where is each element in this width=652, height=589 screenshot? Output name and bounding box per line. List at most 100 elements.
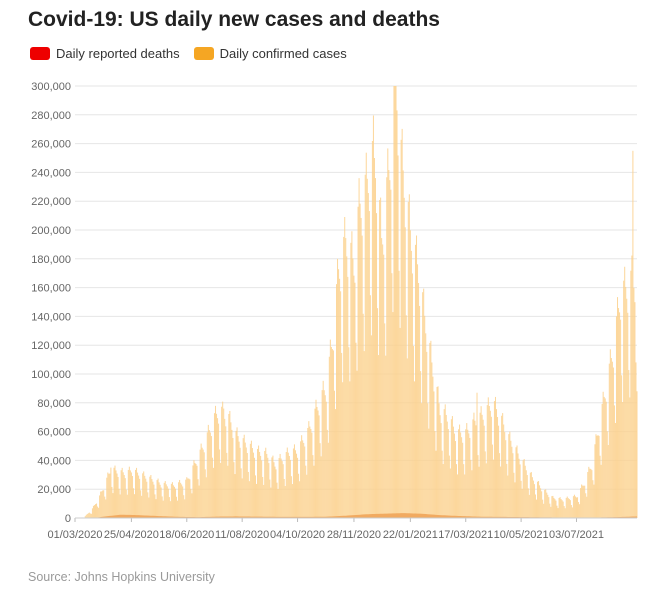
cases-bar (159, 484, 161, 518)
cases-bar (379, 200, 381, 518)
cases-bar (420, 371, 422, 518)
cases-bar (357, 206, 359, 518)
cases-bar (302, 440, 304, 518)
cases-bar (221, 406, 223, 518)
cases-bar (372, 115, 374, 518)
legend-item-cases[interactable]: Daily confirmed cases (193, 46, 347, 61)
cases-bar (163, 482, 165, 518)
cases-bar (446, 421, 448, 518)
cases-bar (148, 497, 150, 518)
chart-title: Covid-19: US daily new cases and deaths (28, 8, 440, 31)
cases-bar (521, 488, 523, 518)
cases-bar (467, 429, 469, 518)
legend-item-deaths[interactable]: Daily reported deaths (30, 46, 180, 61)
cases-bar (324, 395, 326, 518)
cases-bar (243, 434, 245, 518)
cases-bar (604, 398, 606, 518)
cases-bar (206, 432, 208, 518)
cases-bar (423, 288, 425, 518)
cases-bar (478, 466, 480, 518)
cases-bar (365, 152, 367, 518)
cases-bar (606, 431, 608, 518)
cases-bar (402, 170, 404, 519)
cases-bar (207, 424, 209, 518)
cases-bar (448, 455, 450, 518)
cases-bar (602, 391, 604, 518)
cases-bar (385, 355, 387, 518)
cases-bar (587, 472, 589, 518)
cases-bar (353, 275, 355, 518)
cases-bar (270, 487, 272, 518)
cases-bar (375, 213, 378, 519)
cases-bar (404, 227, 406, 519)
cases-bar (325, 401, 327, 518)
cases-bar (537, 481, 539, 518)
cases-bar (618, 308, 620, 518)
cases-bar (480, 406, 482, 518)
cases-bar (594, 444, 596, 518)
cases-bar (112, 493, 114, 518)
cases-bar (198, 485, 200, 518)
cases-bar (623, 280, 625, 518)
cases-bar (93, 505, 95, 518)
cases-bar (201, 447, 203, 518)
cases-bar (511, 446, 513, 518)
cases-bar (398, 270, 400, 518)
cases-bar (546, 492, 548, 518)
cases-bar (410, 250, 412, 518)
cases-bar (394, 86, 396, 518)
cases-bar (192, 465, 194, 518)
cases-bar (171, 482, 173, 518)
cases-bar (146, 481, 148, 518)
cases-bar (383, 254, 385, 518)
cases-bar (415, 235, 418, 518)
cases-bar (397, 155, 399, 519)
cases-bar (407, 201, 409, 518)
cases-bar (323, 390, 325, 518)
y-tick-label: 0 (65, 513, 71, 525)
cases-bar (586, 496, 588, 518)
cases-bar (472, 419, 474, 518)
cases-bar (549, 503, 551, 518)
cases-bar (632, 150, 634, 519)
cases-bar (102, 490, 104, 518)
cases-bar (205, 477, 207, 518)
cases-bar (628, 370, 630, 518)
cases-bar (626, 298, 628, 518)
cases-bar (612, 367, 614, 518)
cases-bar (507, 475, 509, 518)
cases-bar (283, 478, 285, 518)
cases-bar (97, 506, 99, 518)
cases-bar (180, 482, 182, 518)
cases-bar (360, 217, 362, 519)
cases-bar (113, 467, 115, 518)
cases-bar (311, 432, 313, 518)
cases-bar (504, 432, 506, 518)
cases-bars (75, 86, 638, 519)
cases-bar (445, 414, 447, 518)
cases-bar (307, 427, 309, 518)
cases-bar (128, 466, 130, 518)
cases-bar (392, 312, 394, 518)
cases-bar (141, 495, 143, 518)
cases-bar (195, 463, 197, 518)
cases-bar (620, 319, 622, 518)
cases-bar (491, 444, 493, 518)
cases-bar (588, 466, 590, 518)
cases-bar (318, 415, 320, 518)
cases-bar (406, 358, 408, 518)
cases-bar (543, 503, 545, 518)
cases-bar (304, 446, 306, 518)
cases-bar (232, 437, 234, 518)
cases-bar (369, 295, 371, 518)
cases-bar (421, 403, 423, 518)
cases-bar (333, 390, 335, 518)
cases-bar (138, 475, 140, 518)
x-tick-label: 04/10/2020 (270, 529, 325, 541)
cases-bar (553, 497, 555, 518)
cases-bar (116, 473, 118, 518)
cases-bar (476, 392, 478, 518)
cases-bar (345, 238, 347, 518)
cases-bar (197, 479, 199, 518)
cases-bar (440, 423, 442, 518)
